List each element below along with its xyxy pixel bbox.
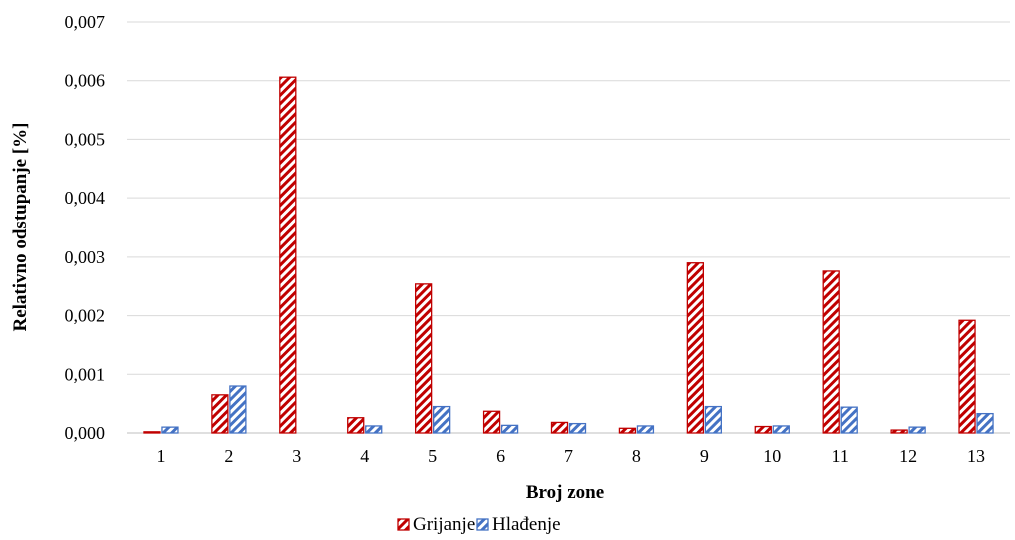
y-tick-label: 0,000	[65, 423, 106, 443]
x-tick-label: 8	[632, 446, 641, 466]
x-tick-label: 11	[832, 446, 849, 466]
y-tick-label: 0,002	[65, 306, 106, 326]
bar-hlađenje-6	[500, 424, 519, 434]
bar-hlađenje-12	[908, 426, 926, 434]
bar-grijanje-5	[415, 283, 433, 434]
y-tick-label: 0,004	[65, 188, 106, 208]
y-tick-label: 0,006	[65, 71, 106, 91]
x-axis-title: Broj zone	[526, 482, 604, 503]
bar-grijanje-11	[822, 270, 840, 434]
bar-grijanje-6	[482, 410, 501, 434]
x-tick-label: 12	[899, 446, 917, 466]
y-tick-label: 0,007	[65, 12, 106, 32]
bar-grijanje-2	[211, 394, 229, 434]
gridlines	[127, 21, 1010, 434]
bar-grijanje-10	[754, 425, 772, 434]
bar-grijanje-1	[143, 431, 161, 434]
bar-hlađenje-13	[976, 412, 994, 434]
x-tick-label: 4	[360, 446, 369, 466]
bar-grijanje-4	[347, 417, 365, 434]
x-tick-label: 9	[700, 446, 709, 466]
x-tick-label: 10	[763, 446, 781, 466]
y-axis-ticks: 0,000 0,001 0,002 0,003 0,004 0,005 0,006 0,007	[65, 12, 106, 443]
bar-grijanje-3	[279, 76, 297, 434]
x-tick-label: 7	[564, 446, 573, 466]
x-axis-ticks: 1 2 3 4 5 6 7 8 9 10 11 12 13	[156, 446, 985, 466]
legend-label: Hlađenje	[492, 514, 561, 535]
bar-hlađenje-11	[840, 406, 858, 434]
y-tick-label: 0,001	[65, 364, 106, 384]
legend-swatch-grijanje	[397, 518, 410, 531]
bar-hlađenje-8	[636, 425, 655, 434]
bar-hlađenje-5	[433, 405, 451, 434]
x-tick-label: 6	[496, 446, 505, 466]
bar-grijanje-8	[618, 427, 637, 434]
bar-hlađenje-7	[568, 422, 587, 434]
bar-hlađenje-4	[365, 425, 383, 434]
legend: Grijanje Hlađenje	[397, 514, 561, 535]
bar-hlađenje-2	[229, 385, 247, 434]
x-tick-label: 1	[156, 446, 165, 466]
bar-hlađenje-9	[704, 405, 722, 434]
y-tick-label: 0,005	[65, 129, 106, 149]
bar-hlađenje-1	[161, 426, 179, 434]
y-tick-label: 0,003	[65, 247, 106, 267]
x-tick-label: 2	[224, 446, 233, 466]
x-tick-label: 5	[428, 446, 437, 466]
bars	[143, 76, 994, 434]
legend-label: Grijanje	[413, 514, 475, 535]
bar-grijanje-9	[686, 262, 704, 434]
bar-grijanje-12	[890, 429, 908, 434]
x-tick-label: 13	[967, 446, 985, 466]
y-axis-title: Relativno odstupanje [%]	[10, 122, 31, 331]
bar-grijanje-13	[958, 319, 976, 434]
bar-hlađenje-10	[772, 425, 790, 434]
legend-swatch-hlađenje	[476, 518, 489, 531]
x-tick-label: 3	[292, 446, 301, 466]
bar-grijanje-7	[550, 421, 569, 434]
